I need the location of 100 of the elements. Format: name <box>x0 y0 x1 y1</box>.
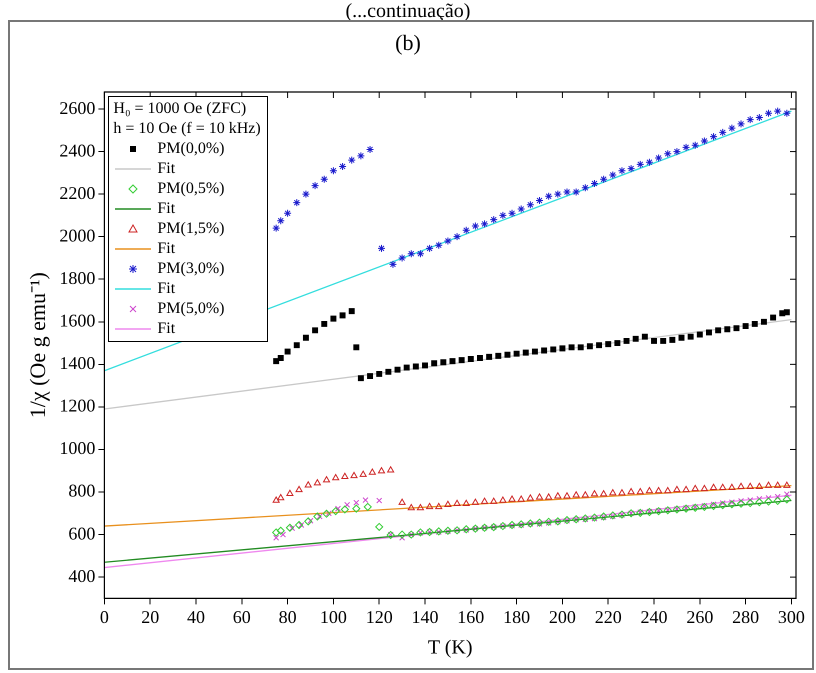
point <box>472 498 479 505</box>
point <box>462 226 470 234</box>
y-tick-label: 1800 <box>59 268 96 288</box>
point <box>329 166 338 175</box>
point <box>486 354 492 360</box>
point <box>774 482 782 488</box>
point <box>614 340 620 346</box>
x-tick-label: 160 <box>457 606 484 627</box>
point <box>669 336 676 343</box>
point <box>572 188 580 196</box>
point <box>728 499 735 506</box>
point <box>341 472 348 479</box>
point <box>578 344 584 350</box>
x-tick-label: 80 <box>278 606 297 627</box>
point <box>304 481 312 488</box>
point <box>517 205 526 214</box>
point <box>273 358 280 364</box>
point <box>476 354 483 361</box>
point <box>782 495 791 504</box>
point <box>332 507 340 516</box>
point <box>728 124 736 132</box>
point <box>298 522 304 528</box>
point <box>562 188 571 196</box>
point <box>286 524 294 532</box>
point <box>321 320 328 327</box>
point <box>272 224 280 232</box>
point <box>632 336 639 342</box>
point <box>499 496 506 503</box>
point <box>600 175 608 184</box>
point <box>490 216 498 224</box>
point <box>600 514 607 521</box>
x-tick-label: 120 <box>366 606 393 627</box>
point <box>490 498 498 504</box>
point <box>278 354 284 361</box>
point <box>559 345 566 352</box>
point <box>700 136 708 145</box>
point <box>706 329 712 336</box>
point <box>426 244 434 252</box>
point <box>664 486 672 494</box>
point <box>272 496 280 503</box>
point <box>398 498 406 505</box>
point <box>398 530 406 539</box>
point <box>344 502 350 508</box>
point <box>610 514 616 520</box>
point <box>526 494 534 501</box>
point <box>682 486 690 492</box>
point <box>340 505 349 514</box>
point <box>719 484 726 490</box>
legend-label: PM(1,5%) <box>157 219 224 239</box>
point <box>718 128 727 136</box>
x-tick-label: 0 <box>100 606 109 627</box>
y-axis-title: 1/χ (Oe g emu⁻¹) <box>24 272 50 418</box>
x-tick-label: 100 <box>320 606 347 627</box>
point <box>760 318 767 325</box>
point <box>672 148 681 156</box>
chart-title: (b) <box>394 30 422 56</box>
point <box>692 484 699 492</box>
point <box>628 488 635 494</box>
x-axis-title: T (K) <box>428 636 473 658</box>
point <box>332 474 340 480</box>
point <box>273 534 280 541</box>
point <box>682 143 690 152</box>
point <box>752 320 758 327</box>
point <box>608 511 617 520</box>
point <box>322 510 331 518</box>
point <box>550 346 556 352</box>
point <box>311 182 320 190</box>
x-tick-label: 60 <box>232 606 251 627</box>
point <box>394 366 401 373</box>
point <box>764 482 772 488</box>
point <box>636 160 644 168</box>
point <box>362 497 368 504</box>
point <box>375 522 384 531</box>
point <box>348 308 355 314</box>
text: (...continuação) <box>344 0 472 23</box>
point <box>532 348 538 355</box>
y-tick-label: 1200 <box>59 396 96 416</box>
point <box>710 502 718 510</box>
point <box>691 141 700 150</box>
point <box>304 517 312 526</box>
point <box>276 216 285 225</box>
x-tick-label: 40 <box>187 606 206 627</box>
point <box>314 479 321 486</box>
point <box>720 500 726 506</box>
point <box>404 364 410 371</box>
point <box>518 495 525 502</box>
point <box>624 338 630 344</box>
point <box>746 116 754 124</box>
legend-label: PM(0,5%) <box>157 179 224 199</box>
point <box>453 232 462 241</box>
point <box>468 356 474 362</box>
y-tick-label: 1600 <box>59 310 96 331</box>
point <box>526 200 534 209</box>
point <box>770 314 776 321</box>
point <box>444 500 452 508</box>
point <box>755 498 764 506</box>
y-tick-label: 1400 <box>59 353 96 374</box>
point <box>636 488 644 494</box>
point <box>462 500 470 506</box>
point <box>586 343 593 350</box>
